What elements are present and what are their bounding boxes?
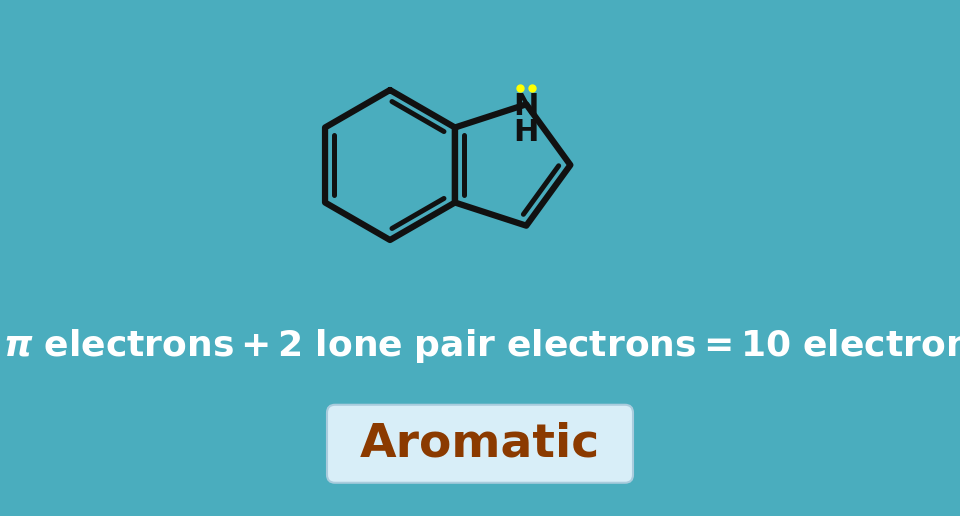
- FancyBboxPatch shape: [327, 405, 633, 483]
- Text: H: H: [514, 118, 539, 147]
- Text: 8: 8: [0, 329, 37, 363]
- Text: Aromatic: Aromatic: [360, 421, 600, 466]
- Text: N: N: [514, 92, 539, 121]
- Text: $\bf{8}$ $\bfit{\pi}$ $\bf{electrons + 2\ lone\ pair\ electrons = 10\ electrons}: $\bf{8}$ $\bfit{\pi}$ $\bf{electrons + 2…: [0, 327, 960, 365]
